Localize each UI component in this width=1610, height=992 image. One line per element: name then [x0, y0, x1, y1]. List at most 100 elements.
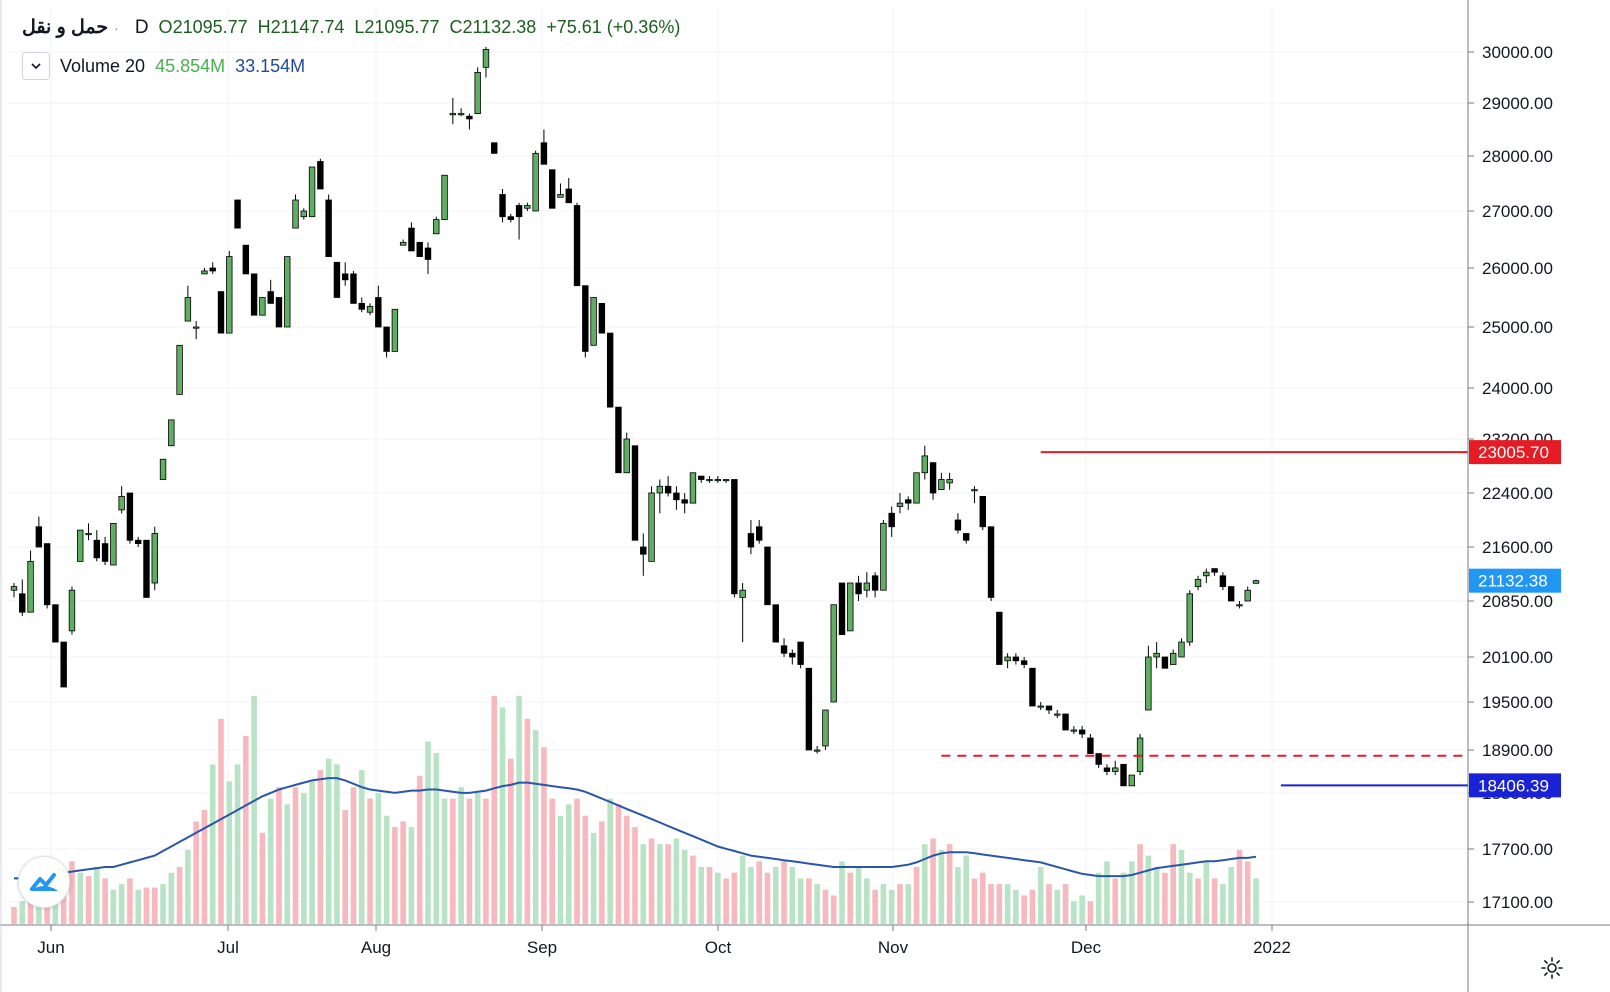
volume-bar — [1087, 901, 1094, 924]
open-value: O21095.77 — [158, 17, 248, 37]
candle — [226, 250, 233, 334]
candle — [192, 321, 200, 340]
candle-body — [747, 533, 755, 548]
volume-bar — [209, 764, 216, 924]
candle — [979, 495, 986, 531]
candle — [689, 472, 697, 504]
candle-body — [681, 499, 688, 504]
candle-body — [1236, 604, 1243, 607]
candle — [267, 279, 274, 304]
time-tick-label: 2022 — [1253, 938, 1291, 957]
candle-body — [1244, 589, 1251, 602]
volume-bar — [27, 898, 34, 924]
volume-bar — [94, 867, 100, 924]
candle-body — [805, 667, 813, 751]
settings-button[interactable] — [1538, 954, 1566, 982]
volume-bar — [665, 844, 671, 924]
price-flag-bg — [1469, 440, 1561, 465]
chevron-down-icon — [31, 63, 41, 70]
volume-bar — [400, 821, 406, 924]
candle-body — [93, 539, 100, 559]
candle-body — [996, 611, 1003, 665]
volume-bar — [358, 770, 365, 924]
candle — [300, 208, 307, 220]
candle — [1095, 753, 1102, 768]
candle-body — [863, 582, 871, 591]
candle-body — [151, 533, 158, 584]
volume-bar — [118, 884, 125, 924]
candle-body — [358, 302, 365, 310]
volume-bar — [922, 844, 928, 924]
candle-body — [838, 582, 846, 635]
volume-value: 45.854M — [155, 55, 226, 76]
candle — [1103, 764, 1111, 776]
price-tick-label: 20100.00 — [1482, 648, 1553, 667]
candle-body — [1012, 656, 1020, 662]
candle — [1128, 774, 1135, 787]
candle — [19, 579, 26, 616]
symbol-name[interactable]: حمل و نقل — [22, 17, 109, 38]
candle — [640, 533, 647, 576]
candle-body — [507, 216, 514, 220]
volume-bar — [466, 798, 473, 924]
volume-bar — [1013, 889, 1019, 924]
volume-bar — [474, 792, 481, 924]
change-value: +75.61 (+0.36%) — [546, 17, 681, 37]
candle-body — [1054, 713, 1061, 716]
candle — [110, 522, 117, 566]
price-tick-label: 28000.00 — [1482, 147, 1553, 166]
candle — [1252, 579, 1260, 584]
candle — [350, 270, 357, 304]
ohlc-legend: حمل و نقل · D O21095.77 H21147.74 L21095… — [22, 16, 680, 39]
candle-body — [126, 492, 134, 541]
candle — [43, 543, 51, 609]
volume-ma-value: 33.154M — [235, 55, 306, 76]
time-tick-label: Jun — [37, 938, 64, 957]
candle — [10, 583, 18, 598]
candle-body — [938, 479, 945, 491]
candle-body — [888, 512, 895, 528]
price-flag-bg — [1469, 773, 1561, 798]
time-tick-label: Dec — [1071, 938, 1102, 957]
candle — [93, 530, 100, 562]
candle-body — [491, 142, 498, 154]
volume-bar — [77, 872, 84, 924]
volume-bar — [292, 787, 299, 924]
collapse-legend-button[interactable] — [22, 52, 50, 80]
candle — [466, 113, 473, 130]
price-tick-label: 27000.00 — [1482, 202, 1553, 221]
candle — [565, 178, 572, 204]
candle-body — [209, 267, 216, 272]
candle — [598, 302, 606, 334]
candle — [60, 641, 67, 688]
candle-body — [1178, 641, 1185, 658]
candle — [52, 604, 59, 643]
candle — [1211, 568, 1218, 576]
price-tick-label: 30000.00 — [1482, 43, 1553, 62]
volume-bar — [905, 884, 912, 924]
candle-body — [284, 256, 291, 328]
candle-body — [259, 297, 266, 316]
volume-bar — [1046, 884, 1052, 924]
candle — [747, 520, 755, 555]
volume-bar — [44, 900, 50, 924]
candle — [391, 308, 399, 352]
candle-body — [573, 205, 581, 287]
candle-body — [598, 302, 606, 334]
timeframe[interactable]: D — [134, 16, 149, 38]
volume-bar — [1079, 895, 1085, 924]
tradingview-logo-button[interactable] — [18, 856, 70, 908]
volume-bar — [971, 878, 978, 924]
volume-indicator-label[interactable]: Volume 20 — [60, 55, 146, 76]
candle-body — [1252, 580, 1260, 584]
volume-bar — [640, 844, 647, 924]
candle — [1203, 568, 1210, 583]
volume-bar — [1120, 872, 1127, 924]
candle — [259, 297, 266, 316]
price-tick-label: 21600.00 — [1482, 538, 1553, 557]
candle — [1161, 656, 1169, 669]
candle-body — [1103, 767, 1111, 772]
volume-bar — [532, 730, 539, 924]
volume-bar — [607, 798, 613, 924]
